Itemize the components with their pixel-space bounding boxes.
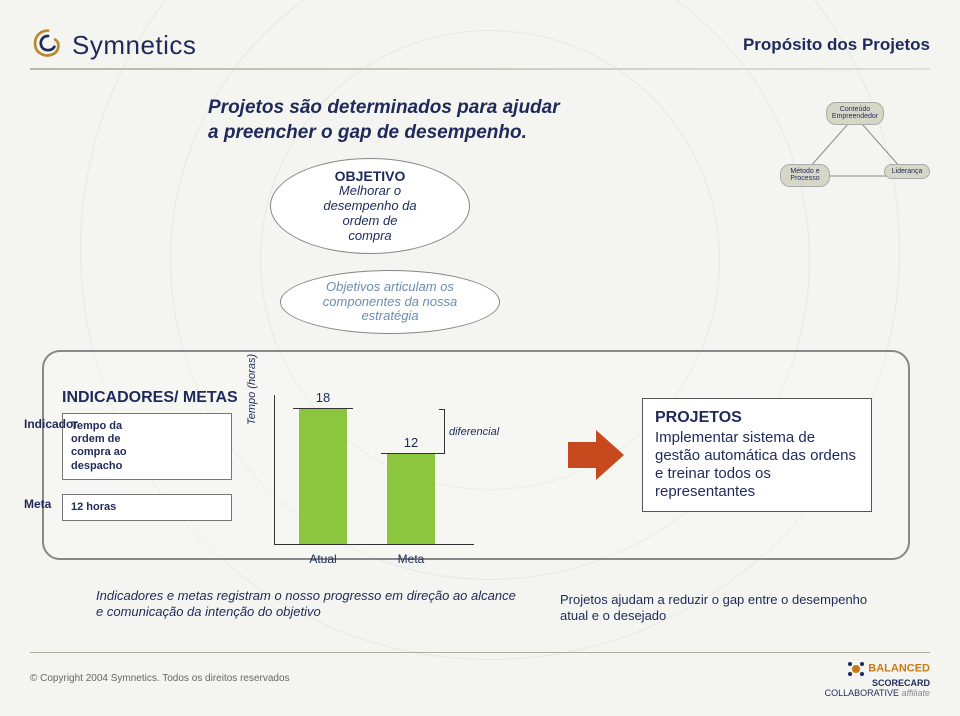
header-divider [30,68,930,70]
chart-bar-label: Meta [381,552,441,566]
indicator-title: INDICADORES/ METAS [62,389,232,407]
mini-triangle-diagram: Conteúdo Empreendedor Método e Processo … [780,98,930,208]
logo-swirl-icon [30,27,66,63]
bsc-icon [846,659,866,679]
headline: Projetos são determinados para ajudar a … [208,96,708,145]
headline-line2: a preencher o gap de desempenho. [208,122,527,143]
indicator-name-box: Tempo da ordem de compra ao despacho [62,413,232,480]
header: Symnetics Propósito dos Projetos [30,20,930,70]
chart-bar [299,409,347,544]
objective-text: Melhorar o desempenho da ordem de compra [283,184,457,244]
chart-y-axis-label: Tempo (horas) [246,354,258,425]
mini-node-conteudo: Conteúdo Empreendedor [826,102,884,125]
copyright: © Copyright 2004 Symnetics. Todos os dir… [30,673,290,684]
footnote-right: Projetos ajudam a reduzir o gap entre o … [560,592,890,625]
bar-chart-area: 18Atual12Metadiferencial [274,395,474,545]
footer: © Copyright 2004 Symnetics. Todos os dir… [30,652,930,698]
headline-line1: Projetos são determinados para ajudar [208,97,560,118]
mini-node-lideranca: Liderança [884,164,930,179]
projects-text: Implementar sistema de gestão automática… [655,429,859,501]
side-label-meta: Meta [24,497,51,511]
chart-bar-value: 12 [387,435,435,450]
chart-diff-brace [439,409,445,454]
sub-explain-oval: Objetivos articulam os componentes da no… [280,270,500,334]
side-label-indicador: Indicador [24,417,78,431]
chart-bar-top-line [293,408,353,409]
arrow-right-icon [568,430,624,480]
sub-explain-text: Objetivos articulam os componentes da no… [293,280,487,325]
footnote-left: Indicadores e metas registram o nosso pr… [96,588,516,621]
page-title: Propósito dos Projetos [743,35,930,55]
objective-oval: OBJETIVO Melhorar o desempenho da ordem … [270,158,470,254]
chart-bar-top-line [381,453,441,454]
objective-label: OBJETIVO [283,168,457,184]
bsc-logo: BALANCED SCORECARD COLLABORATIVE affilia… [825,659,930,698]
chart-bar [387,454,435,544]
logo: Symnetics [30,27,196,63]
indicator-block: Indicador Meta INDICADORES/ METAS Tempo … [62,389,232,521]
main-panel: Indicador Meta INDICADORES/ METAS Tempo … [42,350,910,560]
logo-text: Symnetics [72,30,196,61]
chart: Tempo (horas) 18Atual12Metadiferencial [250,365,550,545]
projects-title: PROJETOS [655,409,859,427]
chart-bar-value: 18 [299,390,347,405]
mini-node-metodo: Método e Processo [780,164,830,187]
chart-bar-label: Atual [293,552,353,566]
chart-diff-label: diferencial [449,426,499,438]
indicator-meta-box: 12 horas [62,494,232,521]
projects-box: PROJETOS Implementar sistema de gestão a… [642,398,872,512]
